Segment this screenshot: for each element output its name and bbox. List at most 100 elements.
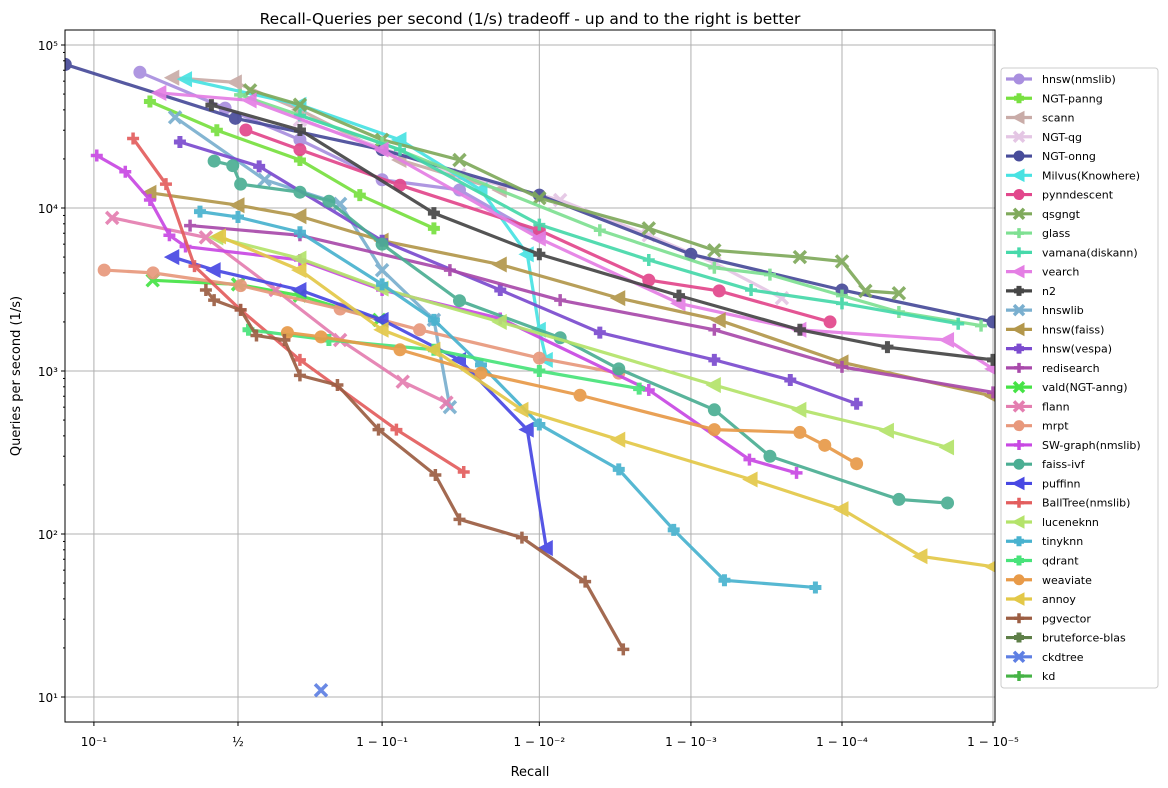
legend-item: ckdtree: [1006, 650, 1084, 664]
data-point: [127, 132, 140, 145]
data-point: [453, 513, 466, 526]
legend-label: hnsw(nmslib): [1042, 73, 1116, 86]
data-point: [413, 323, 427, 337]
data-point: [818, 438, 832, 452]
legend-item: bruteforce-blas: [1006, 632, 1126, 645]
series-layer: [65, 57, 995, 698]
legend-marker: [1013, 150, 1025, 162]
data-point: [453, 294, 467, 308]
y-tick-label: 10²: [38, 528, 58, 542]
legend-marker: [1014, 247, 1024, 258]
data-point: [707, 243, 722, 258]
data-point: [90, 149, 103, 162]
data-point: [975, 319, 988, 332]
data-point: [234, 177, 248, 191]
legend-item: pgvector: [1006, 612, 1091, 625]
data-point: [376, 278, 389, 291]
y-tick-label: 10⁴: [38, 202, 58, 216]
data-point: [291, 281, 307, 299]
legend-label: luceneknn: [1042, 516, 1099, 529]
legend-item: tinyknn: [1006, 535, 1083, 548]
data-point: [743, 453, 756, 466]
data-point: [850, 397, 863, 410]
data-point: [373, 141, 389, 158]
series-vamana-diskann-: [293, 109, 965, 330]
data-point: [708, 261, 721, 274]
legend-marker: [1012, 130, 1026, 144]
data-point: [373, 321, 389, 338]
data-point: [790, 466, 803, 479]
legend-label: redisearch: [1042, 362, 1100, 375]
data-point: [633, 382, 646, 395]
data-point: [393, 343, 407, 357]
legend-marker: [1014, 613, 1024, 624]
series-mrpt: [97, 263, 626, 380]
legend-marker: [1013, 574, 1025, 586]
data-point: [554, 294, 567, 307]
x-tick-label: 1 − 10⁻¹: [356, 735, 408, 749]
x-tick-label: 1 − 10⁻⁵: [967, 735, 1019, 749]
data-point: [515, 531, 528, 544]
y-axis-label: Queries per second (1/s): [9, 296, 24, 456]
y-tick-label: 10¹: [38, 691, 58, 705]
grid: [65, 30, 995, 722]
data-point: [229, 197, 245, 214]
legend-label: vald(NGT-anng): [1042, 381, 1128, 394]
series-line: [216, 235, 948, 449]
legend-item: mrpt: [1006, 420, 1069, 433]
data-point: [210, 228, 227, 245]
legend-item: vamana(diskann): [1006, 246, 1138, 259]
legend: hnsw(nmslib) NGT-panng scann NGT-qg NGT-onng…: [1000, 67, 1159, 689]
data-point: [491, 313, 507, 330]
data-point: [708, 323, 721, 336]
series-line: [152, 278, 380, 322]
data-point: [763, 268, 776, 281]
chart-title: Recall-Queries per second (1/s) tradeoff…: [260, 10, 801, 28]
legend-marker: [1013, 420, 1025, 432]
data-point: [491, 256, 507, 273]
legend-label: faiss-ivf: [1042, 458, 1086, 471]
data-point: [612, 362, 626, 376]
data-point: [986, 353, 995, 366]
legend-label: glass: [1042, 227, 1071, 240]
legend-marker: [1011, 264, 1025, 279]
legend-item: hnsw(faiss): [1006, 322, 1104, 337]
data-point: [207, 154, 221, 168]
data-point: [429, 469, 442, 482]
data-point: [293, 353, 306, 366]
legend-label: tinyknn: [1042, 535, 1083, 548]
data-point: [452, 152, 467, 168]
data-point: [143, 95, 156, 108]
data-point: [835, 360, 848, 373]
data-point: [443, 264, 456, 277]
data-point: [167, 110, 183, 125]
data-point: [374, 262, 390, 278]
data-point: [250, 329, 263, 342]
legend-marker: [1014, 93, 1024, 104]
data-point: [609, 431, 626, 448]
legend-item: qdrant: [1006, 555, 1079, 568]
data-point: [938, 331, 955, 349]
data-point: [532, 351, 546, 365]
legend-marker: [1014, 439, 1024, 450]
legend-marker: [1011, 322, 1025, 337]
data-point: [518, 421, 534, 438]
data-point: [672, 289, 685, 302]
data-point: [537, 540, 553, 557]
data-point: [353, 189, 366, 202]
legend-item: Milvus(Knowhere): [1006, 168, 1140, 182]
series-flann: [104, 210, 454, 410]
legend-item: pynndescent: [1006, 189, 1114, 202]
data-point: [809, 581, 822, 594]
legend-item: flann: [1006, 400, 1070, 413]
series-ckdtree: [313, 683, 329, 698]
legend-label: n2: [1042, 285, 1056, 298]
legend-item: vald(NGT-anng): [1006, 380, 1128, 394]
data-point: [881, 341, 894, 354]
legend-item: NGT-onng: [1006, 150, 1096, 163]
legend-label: hnsw(faiss): [1042, 323, 1104, 336]
data-point: [708, 353, 721, 366]
data-point: [912, 548, 928, 565]
legend-item: hnsw(vespa): [1006, 343, 1112, 356]
